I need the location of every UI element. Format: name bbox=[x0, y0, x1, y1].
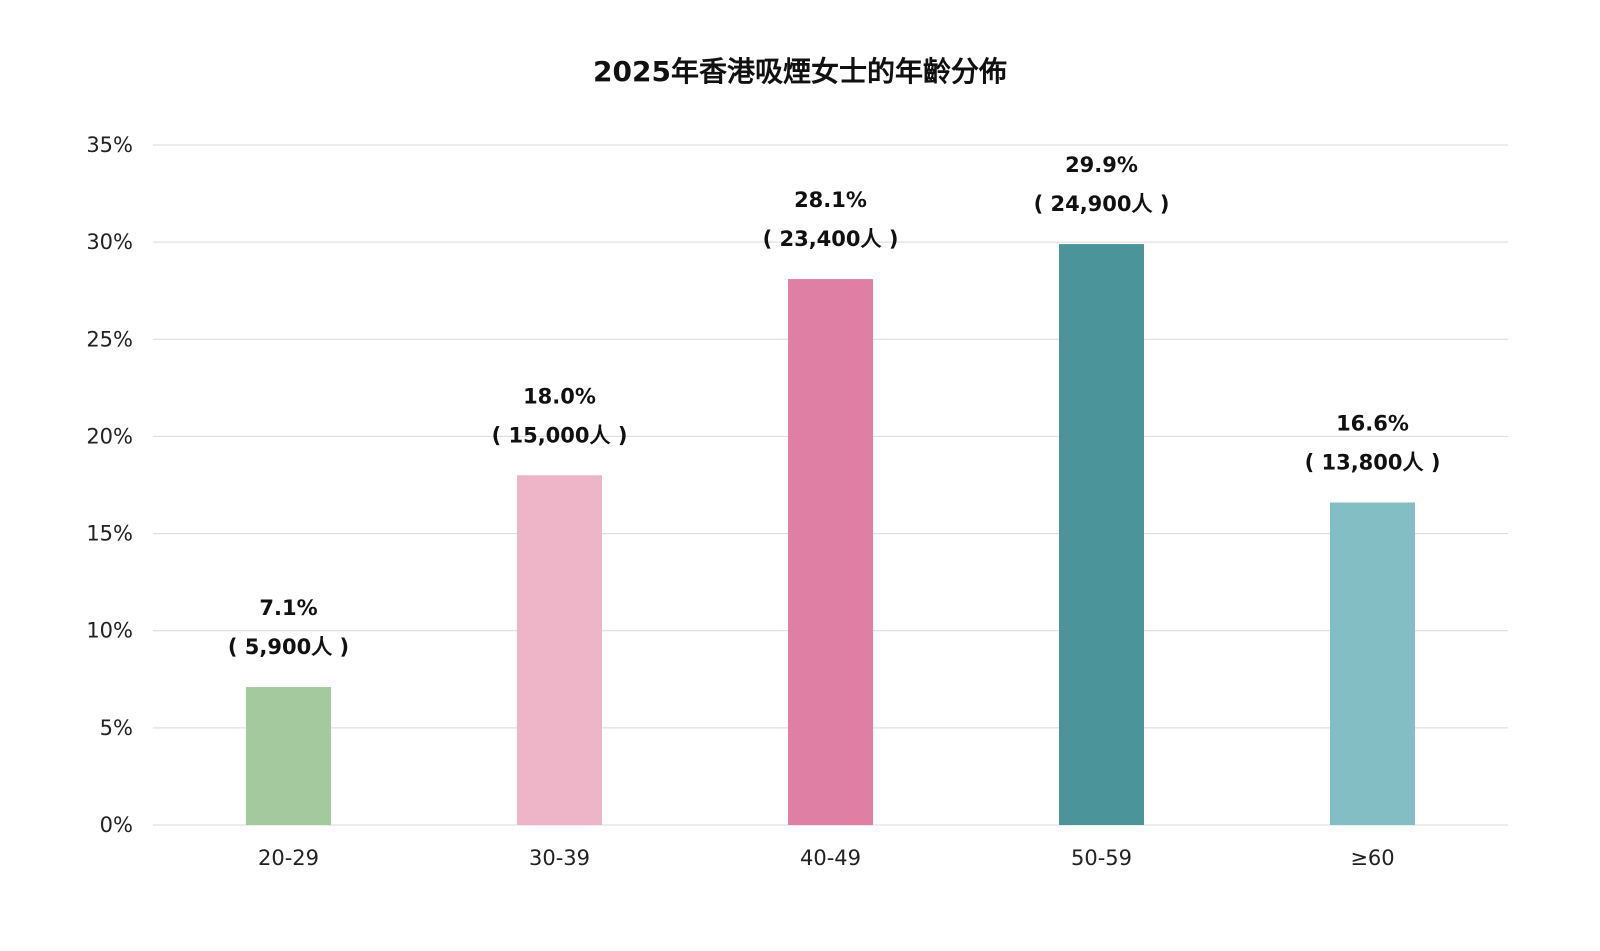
data-label-count: ( 13,800人 ) bbox=[1305, 450, 1441, 474]
data-label-percent: 18.0% bbox=[523, 384, 596, 408]
y-tick-label: 30% bbox=[86, 230, 133, 254]
x-tick-label: 40-49 bbox=[800, 846, 861, 870]
bar bbox=[517, 475, 602, 825]
data-label-percent: 28.1% bbox=[794, 188, 867, 212]
y-tick-label: 0% bbox=[100, 813, 133, 837]
data-label-count: ( 5,900人 ) bbox=[228, 635, 349, 659]
chart-title: 2025年香港吸煙女士的年齡分佈 bbox=[593, 55, 1007, 88]
bar bbox=[1059, 244, 1144, 826]
data-label-percent: 29.9% bbox=[1065, 153, 1138, 177]
data-label-count: ( 15,000人 ) bbox=[492, 423, 628, 447]
y-tick-label: 10% bbox=[86, 619, 133, 643]
bar bbox=[1330, 502, 1415, 825]
x-tick-label: ≥60 bbox=[1350, 846, 1394, 870]
y-tick-label: 35% bbox=[86, 133, 133, 157]
x-tick-label: 30-39 bbox=[529, 846, 590, 870]
data-label-percent: 7.1% bbox=[259, 596, 317, 620]
y-tick-label: 5% bbox=[100, 716, 133, 740]
data-labels: 7.1% ( 5,900人 ) 18.0% ( 15,000人 ) 28.1% ( 23,… bbox=[228, 153, 1441, 659]
y-tick-label: 20% bbox=[86, 424, 133, 448]
data-label-count: ( 24,900人 ) bbox=[1034, 192, 1170, 216]
data-label-percent: 16.6% bbox=[1336, 411, 1409, 435]
x-axis-tick-labels: 20-29 30-39 40-49 50-59 ≥60 bbox=[258, 846, 1395, 870]
data-label-count: ( 23,400人 ) bbox=[763, 227, 899, 251]
bar bbox=[788, 279, 873, 825]
x-tick-label: 50-59 bbox=[1071, 846, 1132, 870]
x-tick-label: 20-29 bbox=[258, 846, 319, 870]
y-axis-tick-labels: 0% 5% 10% 15% 20% 25% 30% 35% bbox=[86, 133, 133, 837]
y-tick-label: 15% bbox=[86, 522, 133, 546]
bars bbox=[246, 244, 1415, 826]
bar bbox=[246, 687, 331, 825]
y-tick-label: 25% bbox=[86, 327, 133, 351]
